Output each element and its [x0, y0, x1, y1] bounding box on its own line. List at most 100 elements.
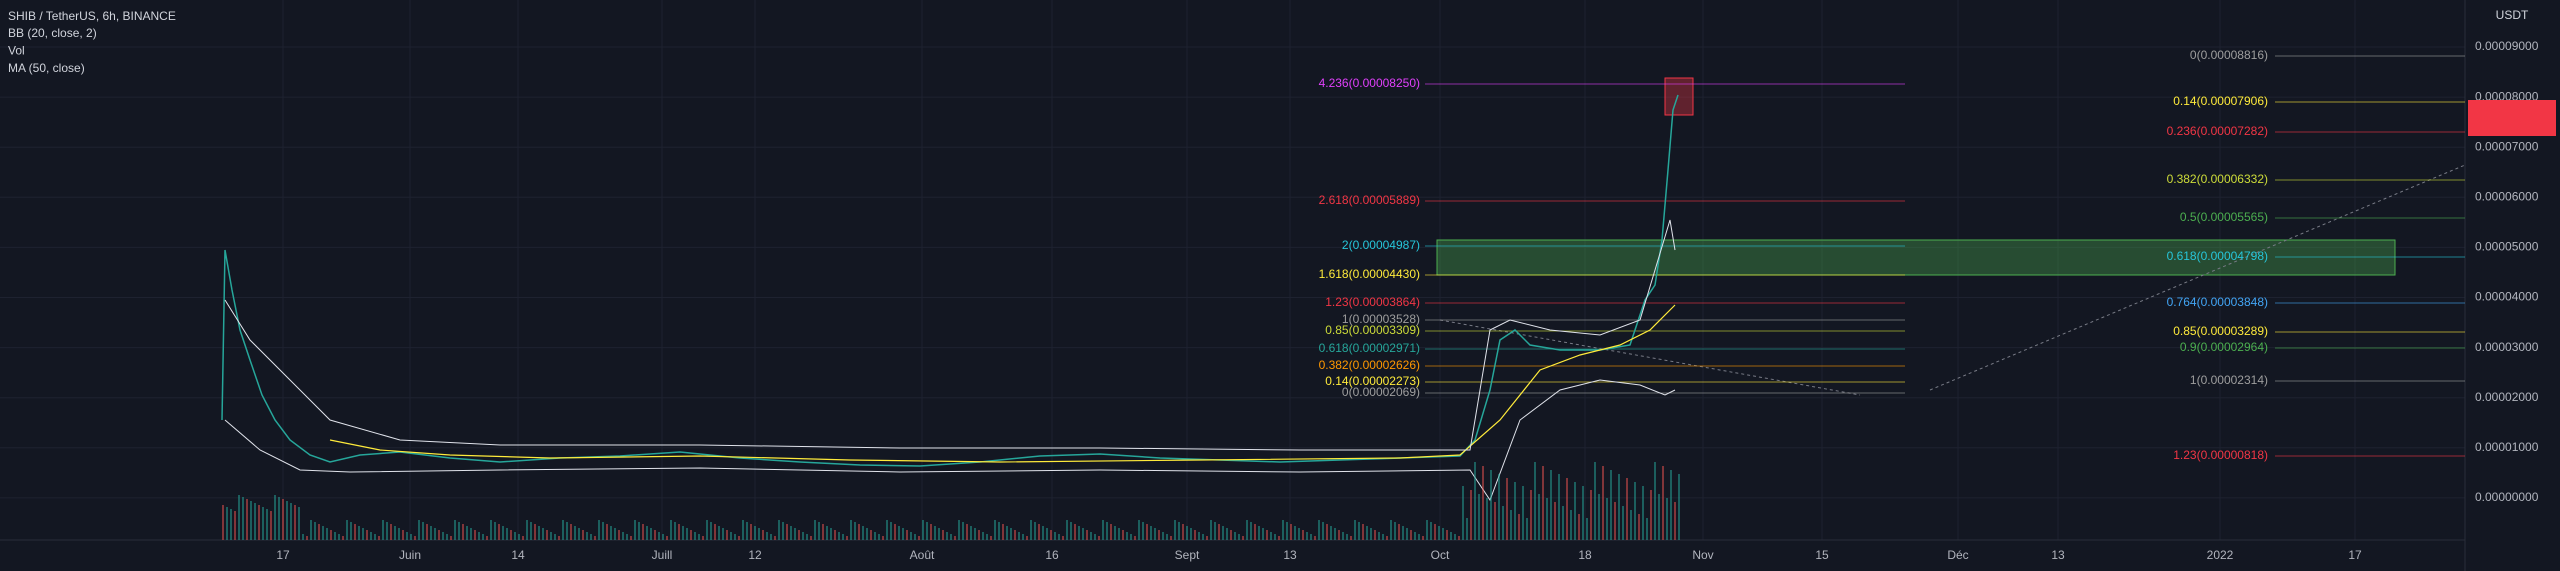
volume-bar — [1058, 534, 1060, 540]
volume-bar — [1282, 520, 1284, 540]
volume-bar — [930, 524, 932, 540]
volume-bar — [374, 534, 376, 540]
volume-bar — [1346, 534, 1348, 540]
volume-bar — [550, 532, 552, 540]
volume-bar — [266, 509, 268, 540]
volume-bar — [846, 536, 848, 540]
volume-bar — [766, 532, 768, 540]
volume-bar — [1502, 506, 1504, 540]
volume-bar — [1014, 530, 1016, 540]
volume-bar — [1458, 536, 1460, 540]
volume-bar — [1250, 522, 1252, 540]
volume-bar — [1026, 536, 1028, 540]
volume-bar — [1382, 534, 1384, 540]
volume-bar — [478, 532, 480, 540]
volume-bar — [1222, 526, 1224, 540]
volume-bar — [1242, 536, 1244, 540]
volume-bar — [1526, 518, 1528, 540]
volume-bar — [390, 524, 392, 540]
volume-bar — [970, 526, 972, 540]
volume-bar — [1338, 530, 1340, 540]
volume-bar — [1642, 486, 1644, 540]
volume-bar — [1574, 482, 1576, 540]
volume-bar — [1602, 466, 1604, 540]
fib-label: 0.382(0.00002626) — [1319, 358, 1420, 372]
volume-bar — [1066, 520, 1068, 540]
volume-bar — [1498, 474, 1500, 540]
volume-bar — [1206, 536, 1208, 540]
volume-bar — [570, 524, 572, 540]
volume-bar — [494, 522, 496, 540]
price-label: 0.00006000 — [2475, 189, 2539, 203]
volume-bar — [1406, 528, 1408, 540]
price-label: 0.00004000 — [2475, 290, 2539, 304]
volume-bar — [662, 534, 664, 540]
volume-bar — [858, 524, 860, 540]
volume-bar — [1610, 470, 1612, 540]
volume-bar — [1634, 482, 1636, 540]
volume-bar — [626, 534, 628, 540]
volume-bar — [794, 528, 796, 540]
volume-bar — [874, 532, 876, 540]
volume-bar — [718, 526, 720, 540]
volume-bar — [1162, 532, 1164, 540]
volume-bar — [1050, 530, 1052, 540]
volume-bar — [546, 530, 548, 540]
volume-bar — [1246, 520, 1248, 540]
volume-bar — [1042, 526, 1044, 540]
volume-bar — [1598, 494, 1600, 540]
fib-lines — [1425, 55, 2465, 457]
volume-bar — [1402, 526, 1404, 540]
volume-bar — [1586, 518, 1588, 540]
volume-bar — [1330, 526, 1332, 540]
volume-bar — [822, 524, 824, 540]
volume-bar — [758, 528, 760, 540]
volume-bar — [1510, 510, 1512, 540]
price-line — [221, 94, 1679, 467]
volume-bar — [1518, 514, 1520, 540]
time-label: Oct — [1431, 548, 1450, 562]
volume-bar — [714, 524, 716, 540]
volume-bar — [474, 530, 476, 540]
volume-bar — [1342, 532, 1344, 540]
volume-bar — [362, 528, 364, 540]
volume-bar — [990, 536, 992, 540]
volume-bar — [586, 532, 588, 540]
volume-bar — [1646, 518, 1648, 540]
volume — [222, 462, 1680, 540]
volume-bar — [582, 530, 584, 540]
volume-bar — [590, 534, 592, 540]
volume-bar — [886, 520, 888, 540]
volume-bar — [1546, 498, 1548, 540]
volume-bar — [358, 526, 360, 540]
price-label: 0.00009000 — [2475, 39, 2539, 53]
indicator: BB (20, close, 2) — [8, 26, 97, 40]
volume-bar — [866, 528, 868, 540]
volume-bar — [486, 536, 488, 540]
volume-bar — [998, 522, 1000, 540]
time-label: 18 — [1578, 548, 1592, 562]
volume-bar — [678, 524, 680, 540]
volume-bar — [1150, 526, 1152, 540]
trend-line — [1929, 164, 2466, 391]
volume-bar — [882, 536, 884, 540]
volume-bar — [458, 522, 460, 540]
indicator: Vol — [8, 44, 25, 58]
volume-bar — [1442, 528, 1444, 540]
volume-bar — [226, 507, 228, 540]
volume-bar — [658, 532, 660, 540]
time-label: Juill — [652, 548, 673, 562]
volume-bar — [1302, 530, 1304, 540]
volume-bar — [1386, 536, 1388, 540]
volume-bar — [1506, 478, 1508, 540]
volume-bar — [854, 522, 856, 540]
volume-bar — [1114, 526, 1116, 540]
volume-bar — [258, 505, 260, 540]
volume-bar — [542, 528, 544, 540]
volume-bar — [962, 522, 964, 540]
volume-bar — [574, 526, 576, 540]
volume-bar — [666, 536, 668, 540]
fib-label: 0.14(0.00007906) — [2173, 94, 2268, 108]
volume-bar — [562, 520, 564, 540]
